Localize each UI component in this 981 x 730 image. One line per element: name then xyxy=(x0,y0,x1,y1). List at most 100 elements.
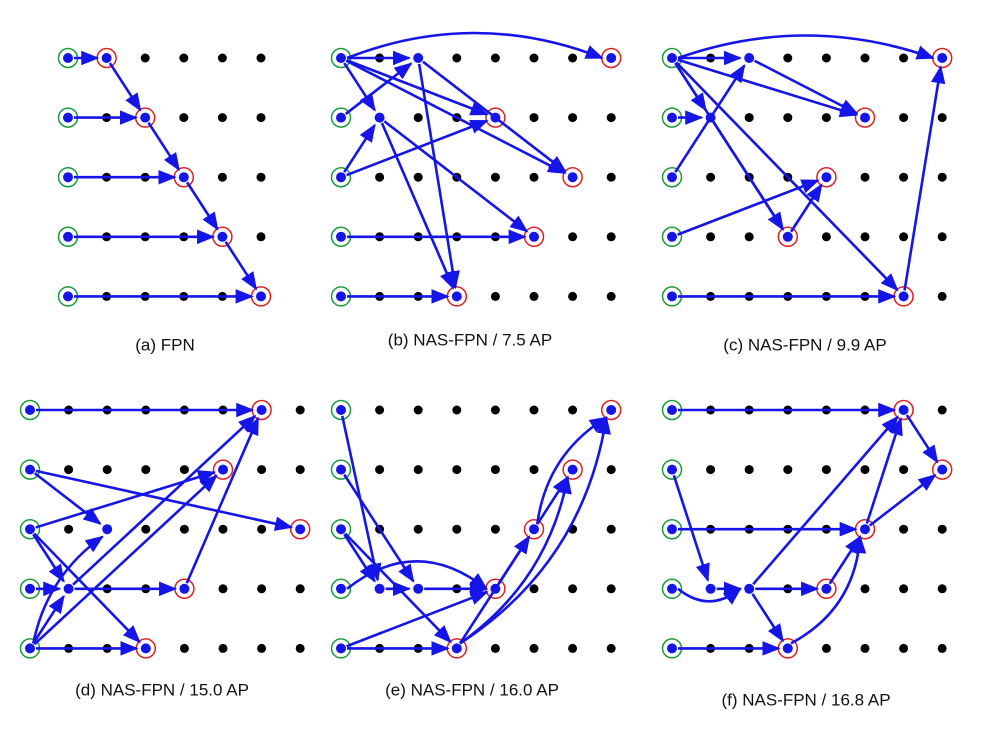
caption: (e) NAS-FPN / 16.0 AP xyxy=(385,680,559,699)
grid-dot xyxy=(606,291,616,301)
grid-dot xyxy=(860,232,870,242)
grid-dot xyxy=(452,524,462,534)
node xyxy=(63,291,73,302)
node xyxy=(295,524,306,535)
node xyxy=(567,464,578,475)
grid-dot xyxy=(490,405,500,415)
edge xyxy=(32,594,65,645)
grid-dot xyxy=(860,172,870,182)
grid-dot xyxy=(413,172,423,182)
grid-dot xyxy=(295,465,305,475)
node xyxy=(336,53,346,63)
node xyxy=(667,53,677,63)
grid-dot xyxy=(606,643,616,653)
edge xyxy=(672,474,710,582)
node xyxy=(860,112,870,123)
node xyxy=(217,231,228,242)
node xyxy=(63,112,73,123)
node xyxy=(336,583,346,594)
node xyxy=(667,112,677,123)
grid-dot xyxy=(218,524,228,534)
grid-dot xyxy=(413,113,423,123)
edge xyxy=(32,533,65,583)
grid-dot xyxy=(64,465,74,475)
grid-dot xyxy=(257,524,267,534)
edge xyxy=(417,63,460,290)
node xyxy=(860,524,870,535)
node xyxy=(140,112,151,123)
node xyxy=(336,405,346,415)
grid-dot xyxy=(141,524,151,534)
grid-dot xyxy=(821,465,831,475)
grid-dot xyxy=(257,465,267,475)
node xyxy=(744,53,755,63)
grid-dot xyxy=(413,524,423,534)
input-ring xyxy=(330,399,352,421)
node xyxy=(782,231,793,242)
grid-dot xyxy=(821,643,831,653)
grid-dot xyxy=(256,172,266,182)
edge xyxy=(752,415,899,586)
grid-dot xyxy=(937,172,947,182)
node xyxy=(25,405,35,415)
grid-dot xyxy=(529,113,539,123)
grid-dot xyxy=(179,524,189,534)
node xyxy=(606,405,617,415)
node xyxy=(744,583,755,594)
node xyxy=(705,583,716,594)
node xyxy=(898,291,909,302)
node xyxy=(606,53,617,63)
node xyxy=(336,112,346,123)
output-ring xyxy=(777,226,799,248)
caption: (f) NAS-FPN / 16.8 AP xyxy=(721,690,890,709)
grid-dot xyxy=(295,405,305,415)
edge xyxy=(31,535,104,644)
grid-dot xyxy=(529,643,539,653)
grid-dot xyxy=(899,53,909,63)
input-ring xyxy=(19,459,41,480)
edge xyxy=(224,241,258,291)
node xyxy=(256,405,267,415)
grid-dot xyxy=(140,53,150,63)
edge xyxy=(677,179,820,236)
grid-dot xyxy=(937,643,947,653)
output-ring xyxy=(931,459,953,480)
grid-dot xyxy=(490,643,500,653)
output-ring xyxy=(854,107,876,128)
grid-dot xyxy=(606,232,616,242)
grid-dot xyxy=(606,584,616,594)
grid-dot xyxy=(179,53,189,63)
input-ring xyxy=(661,226,683,248)
node xyxy=(336,524,346,535)
grid-dot xyxy=(606,113,616,123)
edge xyxy=(535,416,608,525)
node xyxy=(102,524,113,535)
edge xyxy=(905,414,939,464)
grid-dot xyxy=(606,465,616,475)
node xyxy=(25,464,35,475)
node xyxy=(63,53,73,63)
input-ring xyxy=(330,578,352,600)
edge xyxy=(185,181,219,231)
grid-dot xyxy=(375,465,385,475)
node xyxy=(451,291,462,302)
edge xyxy=(185,416,260,584)
edge xyxy=(677,34,935,60)
grid-dot xyxy=(102,465,112,475)
grid-dot xyxy=(218,584,228,594)
grid-dot xyxy=(256,53,266,63)
grid-dot xyxy=(490,172,500,182)
output-ring xyxy=(485,107,506,128)
grid-dot xyxy=(452,465,462,475)
caption: (c) NAS-FPN / 9.9 AP xyxy=(723,335,886,354)
panels xyxy=(19,31,953,659)
grid-dot xyxy=(529,584,539,594)
grid-dot xyxy=(179,643,189,653)
node xyxy=(140,643,151,654)
node xyxy=(178,172,189,183)
edge xyxy=(345,59,567,175)
edge xyxy=(147,121,180,172)
output-ring xyxy=(600,399,622,421)
grid-dot xyxy=(937,113,947,123)
grid-dot xyxy=(937,584,947,594)
